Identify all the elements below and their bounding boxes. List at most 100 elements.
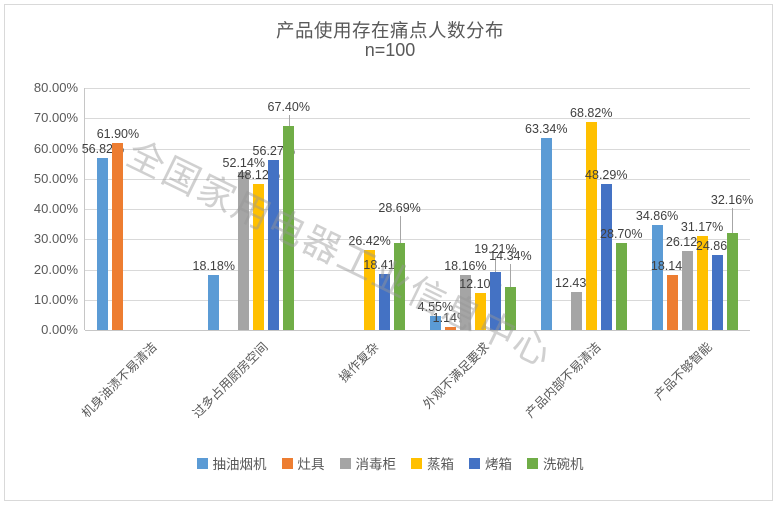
legend-label: 消毒柜 xyxy=(355,457,397,472)
bar xyxy=(585,121,597,330)
x-category-label: 外观不满足要求 xyxy=(420,339,493,412)
legend-item: 蒸箱 xyxy=(411,453,454,473)
gridline xyxy=(85,118,750,120)
data-label: 48.12% xyxy=(237,168,280,183)
bar xyxy=(112,142,124,330)
legend-item: 抽油烟机 xyxy=(196,453,267,473)
legend-swatch-icon xyxy=(469,457,480,469)
legend-swatch-icon xyxy=(527,457,538,469)
bar xyxy=(459,275,471,330)
y-tick-label: 70.00% xyxy=(33,110,78,126)
bar xyxy=(651,224,663,330)
data-label: 26.42% xyxy=(348,234,391,249)
data-label: 4.55% xyxy=(417,300,454,315)
bar xyxy=(489,271,501,330)
legend: 抽油烟机 灶具 消毒柜 蒸箱 烤箱 洗碗机 xyxy=(0,453,780,473)
y-tick-label: 40.00% xyxy=(33,201,78,216)
bar xyxy=(570,292,582,330)
bar xyxy=(600,183,612,330)
bar xyxy=(97,158,109,330)
y-tick-label: 30.00% xyxy=(33,231,78,247)
label-leader-line xyxy=(288,115,290,127)
x-category-label: 过多占用厨房空间 xyxy=(190,339,271,421)
legend-item: 烤箱 xyxy=(469,453,512,473)
label-leader-line xyxy=(510,263,512,287)
legend-swatch-icon xyxy=(281,457,293,469)
bar xyxy=(711,254,723,330)
data-label: 56.27% xyxy=(252,143,295,158)
x-axis-line xyxy=(85,330,750,331)
bar xyxy=(696,235,708,330)
x-category-label: 操作复杂 xyxy=(336,339,382,386)
bar xyxy=(394,243,406,330)
legend-swatch-icon xyxy=(196,457,208,469)
data-label: 24.86% xyxy=(695,238,739,253)
bar xyxy=(444,326,456,330)
bar xyxy=(364,250,376,330)
data-label: 48.29% xyxy=(585,167,628,182)
bar xyxy=(238,172,250,330)
gridline xyxy=(85,269,750,271)
legend-label: 抽油烟机 xyxy=(212,457,267,472)
legend-swatch-icon xyxy=(339,457,351,469)
y-tick-label: 60.00% xyxy=(33,140,78,156)
legend-item: 消毒柜 xyxy=(339,453,397,473)
data-label: 52.14% xyxy=(222,156,265,171)
label-leader-line xyxy=(495,256,497,272)
legend-label: 烤箱 xyxy=(485,457,512,472)
bar xyxy=(283,126,295,330)
y-tick-label: 0.00% xyxy=(41,322,78,337)
bar xyxy=(379,274,391,330)
y-tick-label: 50.00% xyxy=(33,170,78,186)
legend-swatch-icon xyxy=(411,457,422,469)
x-category-label: 机身油渍不易清洁 xyxy=(79,339,161,421)
x-category-label: 产品不够智能 xyxy=(651,339,715,403)
data-label: 28.70% xyxy=(600,227,643,242)
bar xyxy=(208,275,220,330)
data-label: 32.16% xyxy=(710,192,754,207)
data-label: 12.10% xyxy=(459,277,502,292)
chart-subtitle: n=100 xyxy=(364,40,416,60)
y-tick-label: 20.00% xyxy=(33,261,78,277)
bar xyxy=(253,184,265,330)
y-tick-label: 10.00% xyxy=(33,291,78,307)
gridline xyxy=(85,178,750,180)
label-leader-line xyxy=(399,216,401,244)
bar xyxy=(268,159,280,330)
data-label: 63.34% xyxy=(525,122,568,137)
data-label: 67.40% xyxy=(267,100,310,115)
bar xyxy=(474,293,486,330)
data-label: 56.82% xyxy=(81,142,125,157)
bar xyxy=(504,286,516,330)
chart-title: 产品使用存在痛点人数分布 xyxy=(275,20,504,41)
bar xyxy=(540,138,552,330)
data-label: 68.82% xyxy=(570,105,613,120)
data-label: 19.21% xyxy=(474,241,517,256)
y-axis-line xyxy=(84,88,85,330)
y-tick-label: 80.00% xyxy=(33,80,78,95)
data-label: 18.41% xyxy=(363,258,406,273)
bar xyxy=(666,275,678,330)
gridline xyxy=(85,239,750,241)
bar xyxy=(726,232,738,330)
data-label: 18.18% xyxy=(192,259,235,273)
data-label: 1.14% xyxy=(432,310,469,325)
data-label: 34.86% xyxy=(635,208,679,223)
legend-label: 蒸箱 xyxy=(427,457,454,472)
legend-item: 洗碗机 xyxy=(527,453,584,473)
legend-label: 灶具 xyxy=(297,457,325,472)
bar xyxy=(429,316,441,330)
legend-label: 洗碗机 xyxy=(543,457,584,472)
data-label: 12.43% xyxy=(555,276,598,291)
plot-area: 56.82% 18.18% 4.55% 63.34% 34.86% 61.90% 1.14%… xyxy=(82,88,753,331)
bar xyxy=(681,251,693,330)
data-label: 31.17% xyxy=(680,219,724,234)
gridline xyxy=(85,209,750,210)
legend-item: 灶具 xyxy=(281,453,325,473)
bar xyxy=(615,243,627,330)
data-label: 18.14% xyxy=(650,259,694,274)
label-leader-line xyxy=(732,207,734,233)
data-label: 28.69% xyxy=(378,201,421,216)
data-label: 61.90% xyxy=(96,126,140,141)
